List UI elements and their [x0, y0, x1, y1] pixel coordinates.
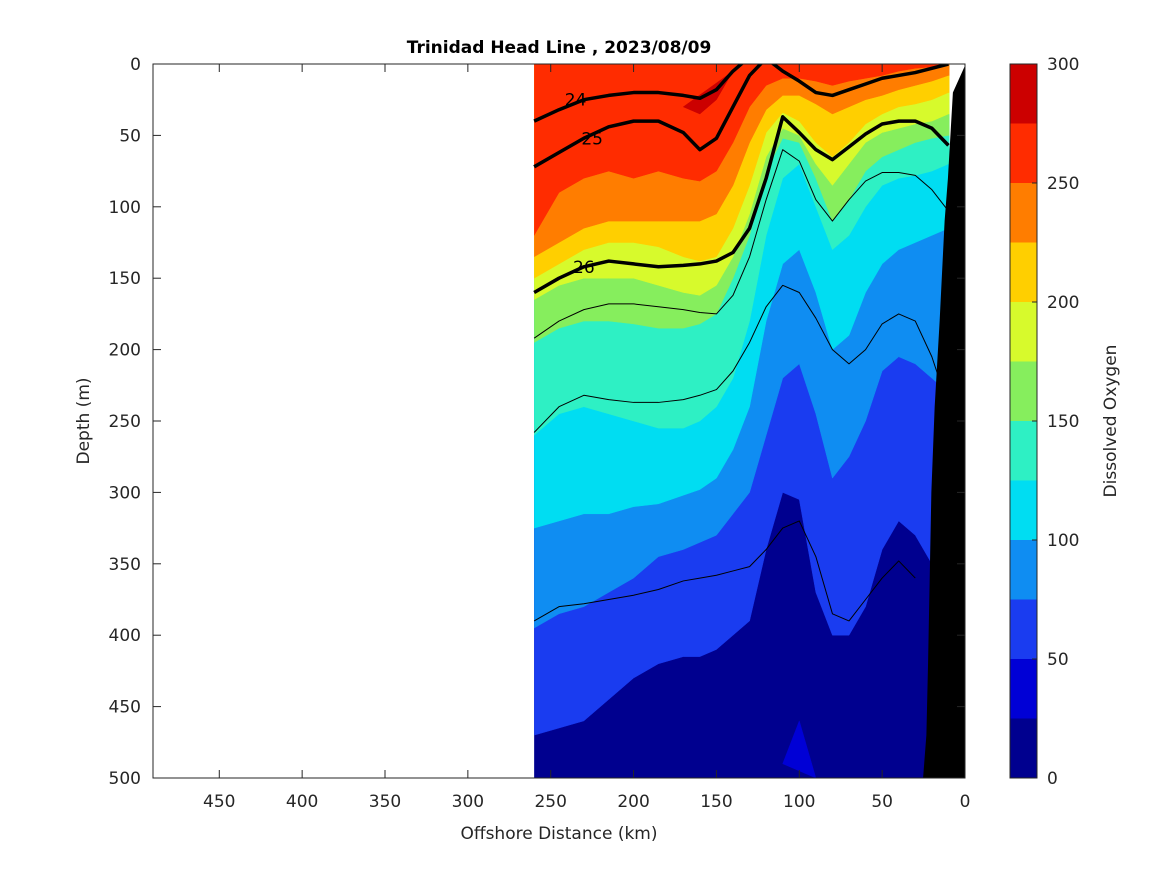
- x-tick-label: 150: [700, 792, 732, 812]
- colorbar-tick-label: 50: [1047, 650, 1069, 670]
- colorbar-swatch: [1010, 480, 1037, 540]
- y-axis-label: Depth (m): [74, 377, 94, 464]
- y-tick-label: 50: [119, 126, 141, 146]
- colorbar-swatch: [1010, 302, 1037, 362]
- oxygen-band-250-275: [534, 64, 950, 236]
- y-tick-label: 0: [130, 55, 141, 75]
- x-axis-label: Offshore Distance (km): [460, 824, 657, 844]
- contour-label: 24: [565, 91, 587, 111]
- x-tick-label: 350: [369, 792, 401, 812]
- colorbar-swatch: [1010, 242, 1037, 302]
- contour-label: 26: [573, 258, 595, 278]
- y-tick-label: 200: [109, 341, 141, 361]
- y-tick-label: 250: [109, 412, 141, 432]
- colorbar-swatch: [1010, 599, 1037, 659]
- density-contours: 24 25 26: [533, 64, 950, 622]
- density-contour-25: [533, 64, 949, 169]
- y-tick-label: 500: [109, 769, 141, 789]
- density-contour-26: [533, 115, 950, 294]
- x-axis-ticks: 450 400 350 300 250 200 150 100 50 0: [203, 64, 970, 812]
- y-tick-label: 100: [109, 198, 141, 218]
- colorbar-swatch: [1010, 361, 1037, 421]
- contour-label: 25: [581, 129, 603, 149]
- x-tick-label: 200: [617, 792, 649, 812]
- colorbar-tick-label: 300: [1047, 55, 1079, 75]
- oxygen-fill-layers: [534, 64, 950, 778]
- x-tick-label: 400: [286, 792, 318, 812]
- colorbar-swatch: [1010, 183, 1037, 243]
- colorbar-tick-label: 0: [1047, 769, 1058, 789]
- colorbar-swatch: [1010, 540, 1037, 600]
- colorbar-tick-label: 200: [1047, 293, 1079, 313]
- y-axis-ticks: 0 50 100 150 200 250 300 350 400 450 500: [109, 55, 965, 789]
- colorbar-swatch: [1010, 659, 1037, 719]
- colorbar: 0 50 100 150 200 250 300: [1009, 55, 1079, 789]
- colorbar-tick-label: 100: [1047, 531, 1079, 551]
- colorbar-swatch: [1010, 718, 1037, 778]
- x-tick-label: 450: [203, 792, 235, 812]
- y-tick-label: 450: [109, 698, 141, 718]
- x-tick-label: 250: [534, 792, 566, 812]
- colorbar-tick-label: 250: [1047, 174, 1079, 194]
- density-contour-24: [533, 64, 744, 123]
- x-tick-label: 300: [452, 792, 484, 812]
- density-contour-26-3: [533, 149, 949, 339]
- colorbar-swatch: [1010, 421, 1037, 481]
- density-contour-26-9: [533, 520, 916, 622]
- y-tick-label: 300: [109, 483, 141, 503]
- y-tick-label: 350: [109, 555, 141, 575]
- y-tick-label: 400: [109, 626, 141, 646]
- colorbar-tick-label: 150: [1047, 412, 1079, 432]
- density-contour-26-6: [533, 284, 949, 433]
- colorbar-swatch: [1010, 64, 1037, 124]
- chart-title: Trinidad Head Line , 2023/08/09: [407, 38, 712, 58]
- x-tick-label: 50: [871, 792, 893, 812]
- colorbar-label: Dissolved Oxygen: [1101, 345, 1121, 498]
- y-tick-label: 150: [109, 269, 141, 289]
- colorbar-swatch: [1010, 123, 1037, 183]
- x-tick-label: 100: [783, 792, 815, 812]
- x-tick-label: 0: [960, 792, 971, 812]
